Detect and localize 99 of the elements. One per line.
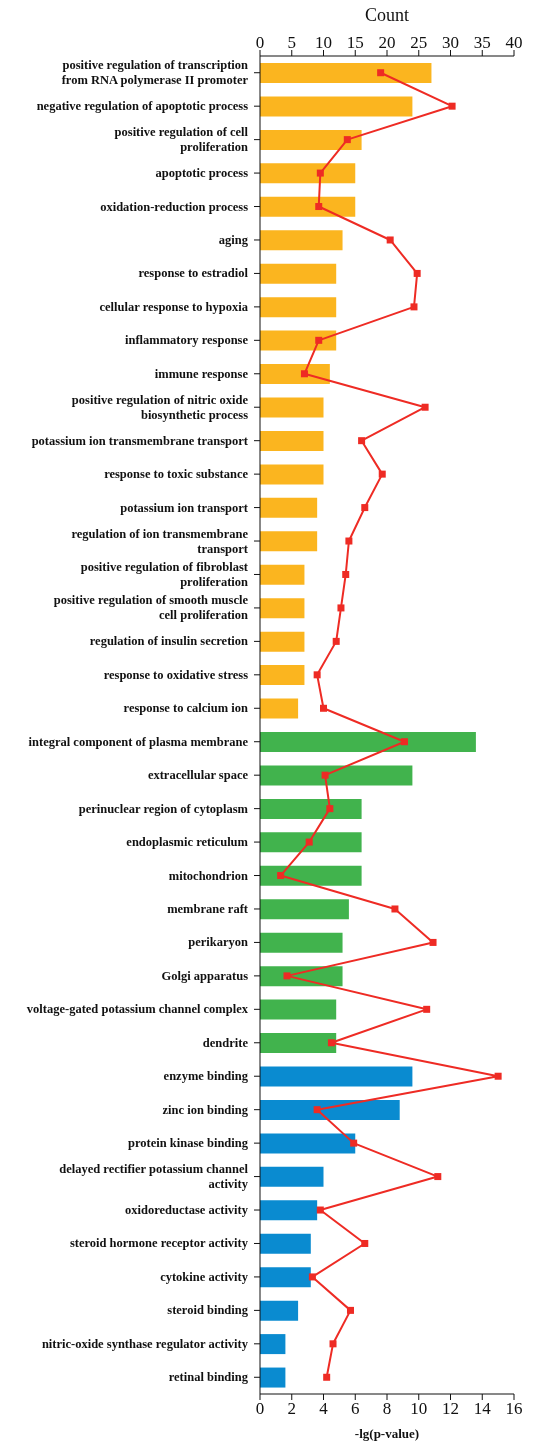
point: [410, 303, 418, 311]
point: [327, 1039, 335, 1047]
y-tick-label: endoplasmic reticulum: [126, 835, 249, 850]
point: [308, 1273, 316, 1281]
y-tick-label: extracellular space: [147, 768, 249, 783]
x2-tick-label: 0: [255, 33, 265, 52]
point: [320, 704, 327, 712]
x-tick-label: 12: [442, 1399, 459, 1419]
x-tick-label: 6: [351, 1399, 360, 1419]
y-tick-label: response to estradiol: [138, 266, 249, 281]
point: [326, 805, 334, 813]
x2-tick-label: 10: [315, 33, 332, 52]
point: [350, 1139, 358, 1147]
point: [313, 1106, 321, 1114]
y-tick-label: steroid hormone receptor activity: [69, 1236, 249, 1251]
x-tick-label: 14: [473, 1399, 492, 1419]
point: [329, 1340, 337, 1348]
x2-tick-label: 20: [378, 33, 396, 52]
point: [346, 1306, 354, 1314]
y-tick-label: cellular response to hypoxia: [99, 299, 249, 314]
point: [343, 136, 351, 144]
y-tick-label: steroid binding: [167, 1303, 249, 1318]
point: [494, 1072, 502, 1080]
x2-tick-label: 40: [505, 33, 523, 52]
point: [386, 236, 394, 244]
point: [313, 671, 321, 679]
point: [429, 938, 437, 946]
y-tick-label: perikaryon: [188, 935, 249, 950]
y-tick-label: potassium ion transmembrane transport: [31, 433, 249, 448]
point: [391, 905, 399, 913]
x2-axis-title: Count: [364, 4, 410, 25]
y-tick-label: immune response: [154, 366, 249, 381]
point: [342, 570, 350, 578]
y-tick-label: enzyme binding: [163, 1069, 249, 1084]
point: [434, 1173, 442, 1181]
point: [316, 1206, 324, 1214]
point: [361, 1239, 369, 1247]
y-tick-label: apoptotic process: [155, 166, 249, 181]
y-tick-label: potassium ion transport: [120, 500, 249, 515]
point: [448, 102, 456, 110]
x-tick-label: 2: [287, 1399, 296, 1419]
point: [421, 403, 429, 411]
y-tick-label: positive regulation of cell proliferation: [114, 125, 249, 155]
x-tick-label: 10: [410, 1399, 428, 1419]
y-tick-label: integral component of plasma membrane: [28, 734, 249, 749]
point: [300, 370, 308, 378]
y-tick-label: membrane raft: [167, 901, 249, 916]
y-tick-label: zinc ion binding: [162, 1102, 249, 1117]
y-tick-label: response to calcium ion: [123, 701, 249, 716]
point: [377, 69, 385, 77]
x2-tick-label: 5: [287, 33, 296, 52]
point: [361, 504, 369, 512]
x-axis-title: -lg(p-value): [354, 1426, 420, 1441]
x2-tick-label: 15: [346, 33, 364, 52]
y-tick-label: nitric-oxide synthase regulator activity: [41, 1336, 249, 1351]
x2-tick-label: 25: [410, 33, 428, 52]
y-tick-label: oxidoreductase activity: [124, 1203, 249, 1218]
y-tick-label: dendrite: [202, 1035, 249, 1050]
point: [345, 537, 353, 545]
point: [413, 269, 421, 277]
point: [283, 972, 291, 980]
point: [323, 1373, 331, 1381]
point: [305, 838, 313, 846]
y-tick-label: response to toxic substance: [104, 467, 249, 482]
point: [316, 169, 324, 177]
y-tick-label: negative regulation of apoptotic process: [36, 99, 249, 114]
y-tick-label: delayed rectifier potassium channel activity: [59, 1162, 249, 1192]
y-tick-label: Golgi apparatus: [161, 968, 249, 983]
point: [337, 604, 345, 612]
point: [378, 470, 386, 478]
y-tick-label: voltage-gated potassium channel complex: [26, 1002, 249, 1017]
y-tick-label: protein kinase binding: [128, 1136, 249, 1151]
y-tick-label: response to oxidative stress: [103, 667, 249, 682]
y-tick-label: positive regulation of nitric oxide biosynthetic process: [71, 392, 249, 422]
x-tick-label: 4: [319, 1399, 329, 1419]
x-tick-label: 16: [505, 1399, 523, 1419]
y-tick-label: positive regulation of fibroblast proliferation: [80, 559, 249, 589]
y-tick-label: positive regulation of smooth muscle cell proliferation: [53, 593, 249, 623]
y-tick-label: retinal binding: [168, 1370, 249, 1385]
point: [400, 738, 408, 746]
point: [315, 336, 323, 344]
x-tick-label: 0: [255, 1399, 265, 1419]
y-tick-label: positive regulation of transcription from RNA polymerase II promoter: [61, 58, 249, 88]
y-tick-label: perinuclear region of cytoplasm: [78, 801, 249, 816]
y-tick-label: oxidation-reduction process: [100, 199, 249, 214]
point: [332, 637, 340, 645]
y-tick-label: inflammatory response: [124, 333, 249, 348]
x2-tick-label: 35: [473, 33, 491, 52]
y-tick-label: regulation of insulin secretion: [89, 634, 249, 649]
y-tick-label: cytokine activity: [160, 1269, 249, 1284]
point: [358, 437, 366, 445]
y-tick-label: aging: [218, 232, 249, 247]
point: [321, 771, 329, 779]
point: [315, 203, 323, 211]
x-tick-label: 8: [382, 1399, 392, 1419]
x2-tick-label: 30: [442, 33, 459, 52]
point: [277, 872, 285, 880]
y-tick-label: mitochondrion: [168, 868, 249, 883]
point: [423, 1005, 431, 1013]
